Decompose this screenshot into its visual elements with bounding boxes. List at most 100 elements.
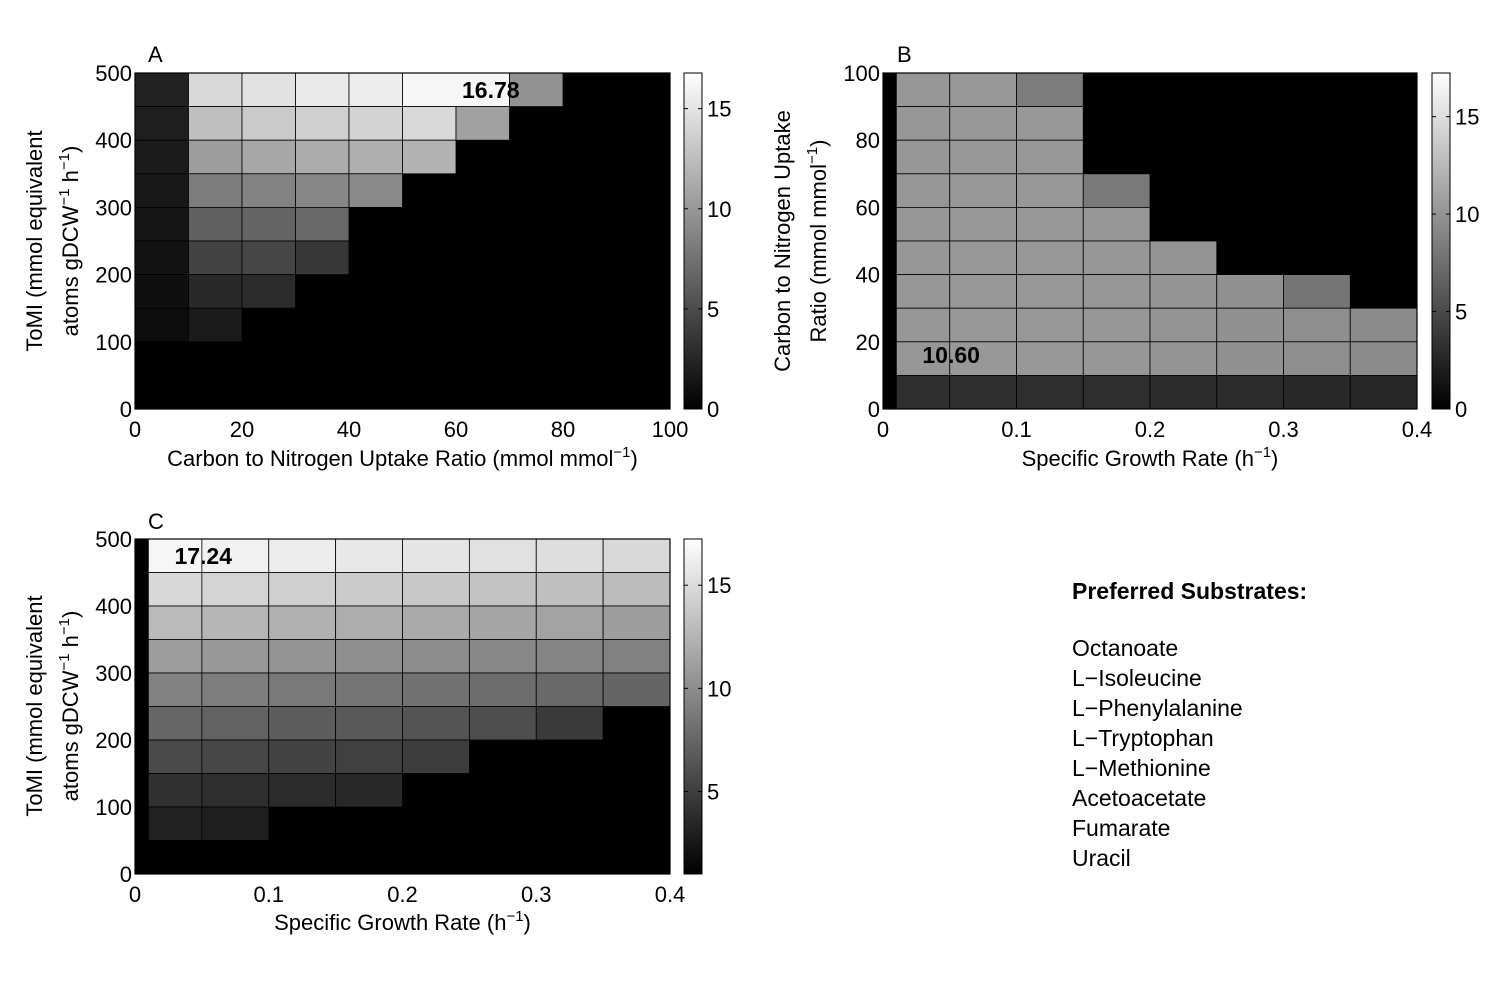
heatmap-cell (468, 672, 537, 707)
colorbar-tick-label: 5 (707, 779, 719, 804)
heatmap-cell (1016, 206, 1084, 242)
heatmap-cell (1149, 307, 1218, 343)
x-tick-label: 0.2 (1135, 417, 1166, 442)
x-tick-label: 100 (652, 417, 689, 442)
heatmap-cell (188, 139, 243, 175)
heatmap-cell (1016, 374, 1084, 410)
heatmap-cell (268, 605, 337, 640)
heatmap-cell (201, 739, 270, 774)
x-tick-label: 0.4 (655, 882, 686, 907)
heatmap-cell (895, 307, 951, 343)
y-axis-label-line2: atoms gDCW−1 h−1) (56, 611, 83, 802)
heatmap-cell (268, 672, 337, 707)
x-axis-label: Specific Growth Rate (h−1) (1022, 444, 1279, 471)
heatmap-cell (895, 274, 951, 309)
heatmap-cell (268, 773, 337, 808)
heatmap-cell (895, 173, 951, 208)
heatmap-cell (1349, 307, 1418, 343)
heatmap-cell (335, 572, 403, 607)
heatmap-cell (468, 639, 537, 674)
heatmap-cell (949, 206, 1017, 242)
y-tick-label: 300 (95, 661, 132, 686)
heatmap-cell (295, 173, 350, 208)
x-tick-label: 60 (444, 417, 468, 442)
heatmap-cell (1016, 341, 1084, 376)
heatmap-cell (348, 139, 403, 175)
heatmap-cell (268, 706, 337, 741)
heatmap-cell (1283, 274, 1351, 309)
colorbar-tick-label: 10 (707, 676, 731, 701)
y-tick-label: 80 (856, 128, 880, 153)
heatmap-cell (134, 240, 189, 275)
heatmap-cell (402, 739, 470, 774)
heatmap-cell (468, 572, 537, 607)
heatmap-cell (1082, 173, 1151, 208)
panel-label: B (897, 42, 912, 67)
heatmap-cell (147, 639, 203, 674)
y-tick-label: 100 (843, 61, 880, 86)
x-tick-label: 0.1 (1001, 417, 1032, 442)
heatmap-cell (134, 206, 189, 242)
heatmap-cell (895, 374, 951, 410)
heatmap-cell (509, 72, 564, 107)
heatmap-cell (268, 639, 337, 674)
y-axis-label-line1: Carbon to Nitrogen Uptake (770, 110, 795, 372)
x-tick-label: 0 (129, 882, 141, 907)
panel-label: C (148, 509, 164, 534)
max-value-label: 10.60 (922, 342, 980, 368)
y-tick-label: 200 (95, 263, 132, 288)
heatmap-cell (134, 173, 189, 208)
heatmap-cell (241, 106, 296, 141)
heatmap-cell (1349, 341, 1418, 376)
x-tick-label: 80 (551, 417, 575, 442)
heatmap-cell (201, 672, 270, 707)
y-axis-label-line1: ToMI (mmol equivalent (22, 595, 47, 816)
heatmap-cell (602, 572, 671, 607)
x-tick-label: 40 (337, 417, 361, 442)
heatmap-cell (241, 139, 296, 175)
legend-item: L−Isoleucine (1072, 665, 1202, 691)
heatmap-cell (335, 706, 403, 741)
heatmap-cell (402, 672, 470, 707)
heatmap-cell (348, 72, 403, 107)
heatmap-cell (295, 139, 350, 175)
heatmap-cell (147, 706, 203, 741)
colorbar-tick-label: 10 (707, 197, 731, 222)
colorbar-tick-label: 5 (1455, 300, 1467, 325)
panel-label: A (148, 42, 163, 67)
heatmap-cell (147, 773, 203, 808)
heatmap-cell (949, 307, 1017, 343)
heatmap-cell (335, 773, 403, 808)
heatmap-cell (455, 106, 510, 141)
heatmap-cell (201, 806, 270, 841)
heatmap-cell (602, 605, 671, 640)
heatmap-cell (201, 773, 270, 808)
heatmap-cell (1283, 374, 1351, 410)
heatmap-cell (535, 538, 604, 573)
heatmap-cell (188, 307, 243, 343)
y-tick-label: 60 (856, 195, 880, 220)
colorbar-tick-label: 0 (707, 397, 719, 422)
heatmap-cell (134, 307, 189, 343)
heatmap-cell (1082, 274, 1151, 309)
heatmap-cell (241, 274, 296, 309)
heatmap-cell (895, 106, 951, 141)
heatmap-cell (268, 572, 337, 607)
legend-list: Octanoate L−Isoleucine L−Phenylalanine L… (1072, 633, 1307, 873)
heatmap-cell (188, 240, 243, 275)
heatmap-cell (535, 672, 604, 707)
heatmap-cell (1283, 307, 1351, 343)
heatmap-cell (535, 605, 604, 640)
heatmap-cell (402, 106, 457, 141)
heatmap-cell (949, 240, 1017, 275)
heatmap-cell (201, 538, 270, 573)
heatmap-cell (147, 739, 203, 774)
legend-item: L−Phenylalanine (1072, 695, 1243, 721)
heatmap-cell (402, 538, 470, 573)
heatmap-cell (949, 274, 1017, 309)
heatmap-cell (1082, 240, 1151, 275)
y-tick-label: 500 (95, 527, 132, 552)
legend-item: Acetoacetate (1072, 785, 1207, 811)
